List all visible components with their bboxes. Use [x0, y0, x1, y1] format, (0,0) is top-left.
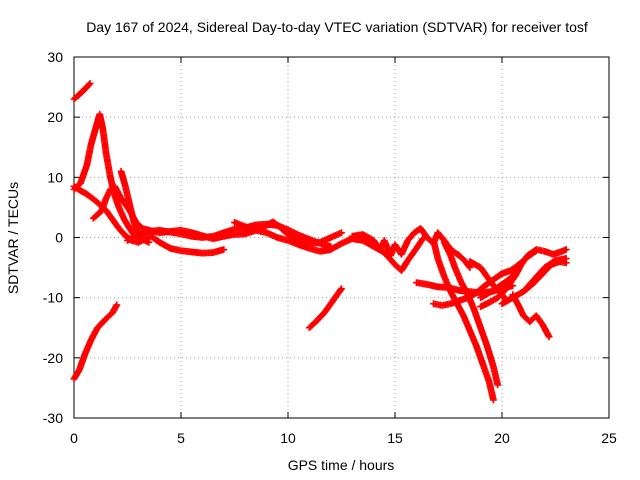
data-point — [337, 286, 345, 294]
data-point — [466, 264, 474, 271]
series-arc-band — [231, 219, 427, 274]
y-tick-label: -20 — [43, 350, 63, 366]
data-point — [562, 246, 570, 253]
series-arc-bottom-left — [70, 301, 121, 383]
data-point — [502, 297, 510, 305]
data-point — [418, 236, 426, 244]
data-point — [220, 246, 228, 253]
axis-ticks — [73, 56, 610, 419]
chart-title: Day 167 of 2024, Sidereal Day-to-day VTE… — [86, 19, 588, 35]
data-point — [85, 81, 93, 89]
data-point — [86, 80, 94, 87]
data-point — [531, 248, 539, 255]
series-arc-mid-low — [466, 258, 510, 305]
y-tick-label: -10 — [43, 290, 63, 306]
series-arc-rising — [306, 285, 345, 332]
y-tick-label: 10 — [47, 169, 63, 185]
data-point — [338, 229, 345, 237]
series-arc-top-left — [70, 80, 94, 103]
series-arc-short-b — [117, 167, 153, 246]
x-tick-label: 20 — [494, 430, 510, 446]
data-point — [532, 247, 540, 255]
x-tick-label: 15 — [387, 430, 403, 446]
x-tick-label: 0 — [70, 430, 78, 446]
x-axis-title: GPS time / hours — [288, 457, 395, 473]
series-arc-lower-a — [430, 261, 523, 309]
data-point — [562, 259, 570, 267]
data-point — [465, 262, 473, 270]
y-tick-label: -30 — [43, 410, 63, 426]
series-arc-right-c — [520, 258, 570, 296]
series-arc-drop-b — [440, 238, 502, 389]
data-point — [145, 238, 153, 246]
y-tick-label: 30 — [47, 49, 63, 65]
series-arc-right-mid — [477, 247, 540, 302]
data-point — [494, 381, 502, 389]
series-arc-mid — [124, 220, 335, 250]
series-arc-drop-a — [430, 237, 497, 404]
y-tick-labels: -30 -20 -10 0 10 20 30 — [43, 49, 63, 426]
data-point — [338, 285, 345, 293]
data-series — [70, 80, 570, 404]
x-tick-label: 5 — [177, 430, 185, 446]
grid — [74, 57, 609, 418]
series-arc-short-a — [89, 182, 153, 234]
y-tick-label: 0 — [55, 230, 63, 246]
data-point — [113, 301, 121, 309]
series-arc-upper-left — [70, 182, 228, 257]
x-tick-label: 25 — [601, 430, 617, 446]
y-axis-title: SDTVAR / TECUs — [5, 182, 21, 294]
x-tick-labels: 0 5 10 15 20 25 — [70, 430, 617, 446]
data-point — [490, 396, 497, 404]
data-point — [501, 295, 509, 303]
series-arc-peak — [70, 110, 345, 247]
y-tick-label: 20 — [47, 109, 63, 125]
x-tick-label: 10 — [280, 430, 296, 446]
data-point — [545, 333, 553, 341]
